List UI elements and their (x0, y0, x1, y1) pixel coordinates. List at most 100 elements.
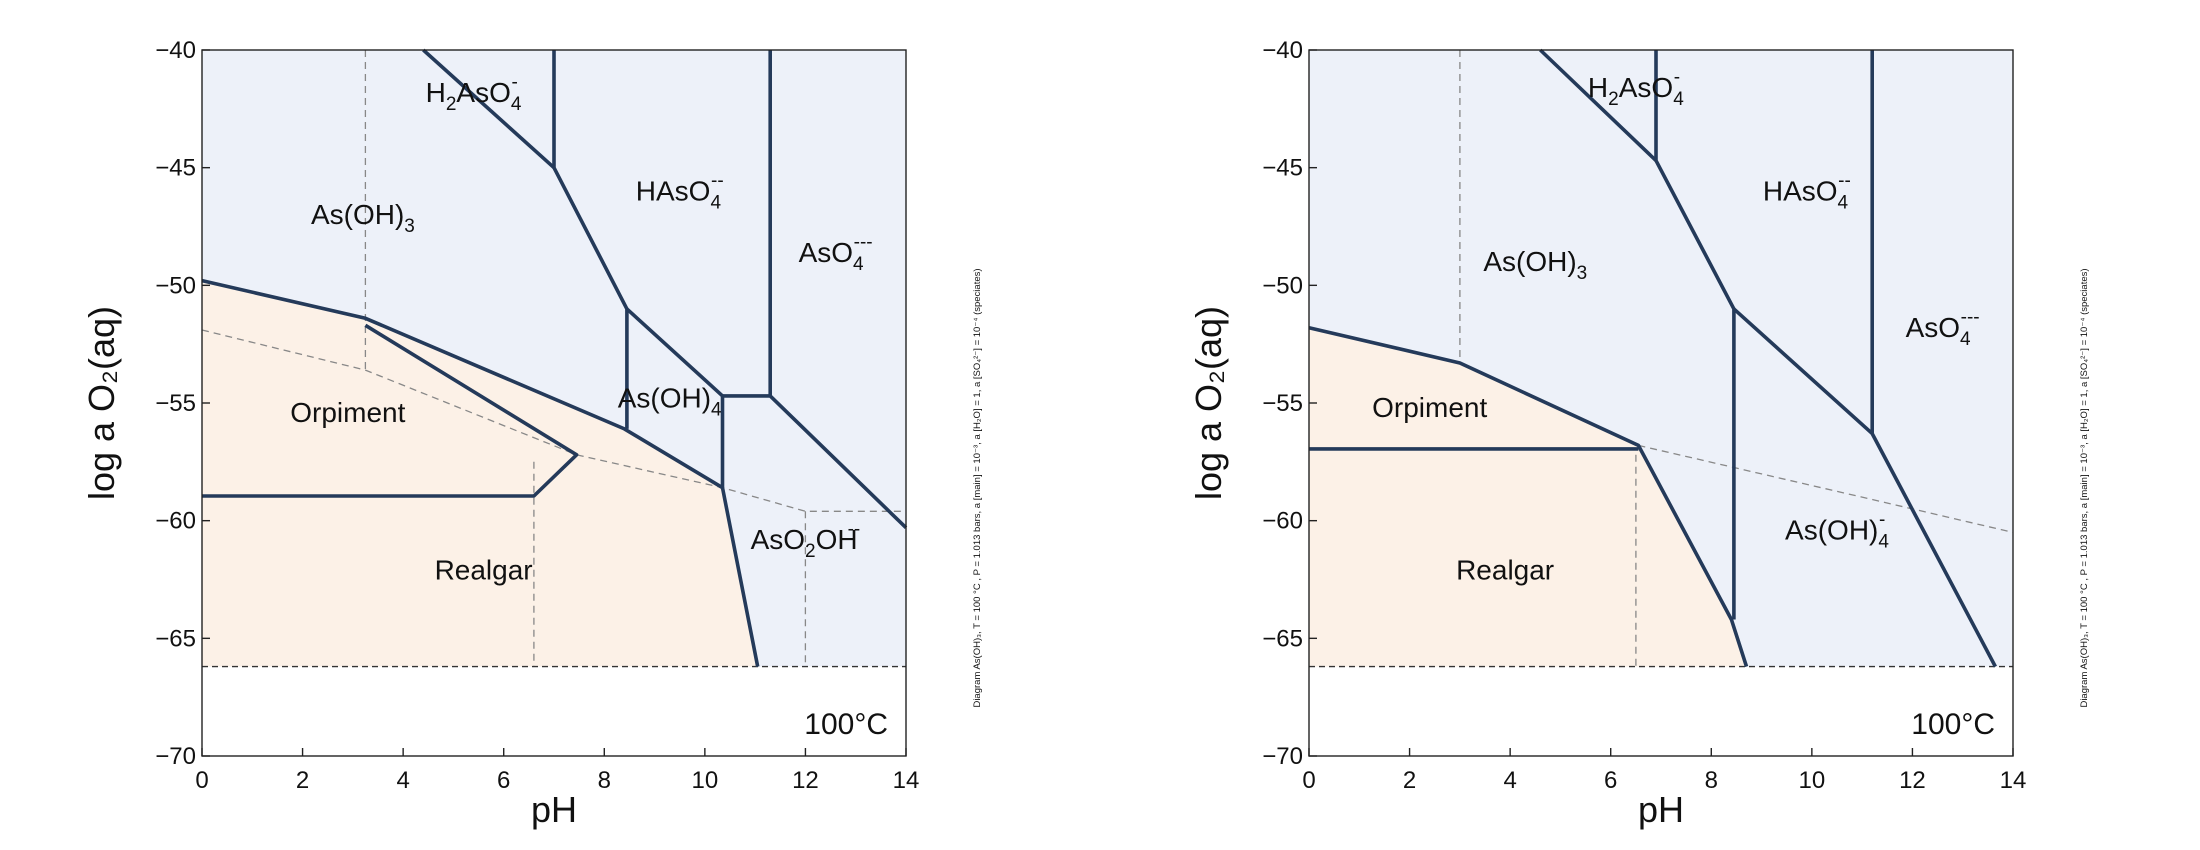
field-label: AsO4--- (799, 232, 873, 275)
field-label-part: OH (816, 524, 858, 555)
field-label-charge: --- (854, 232, 873, 253)
field-label-part: H (1588, 72, 1608, 103)
field-label-part: As(OH) (1785, 514, 1878, 545)
field-label: H2AsO4- (426, 72, 522, 115)
x-tick-label: 14 (893, 767, 920, 794)
x-tick-label: 2 (296, 767, 309, 794)
x-tick-label: 6 (1604, 767, 1617, 794)
x-tick-label: 0 (195, 767, 208, 794)
field-boundary-3 (1654, 50, 1736, 620)
field-label-charge: - (511, 72, 517, 93)
field-boundary-2 (422, 48, 556, 170)
y-axis-label: log a O₂(aq) (1188, 306, 1229, 500)
field-label: Orpiment (1372, 392, 1487, 423)
field-label-part: 4 (511, 94, 522, 115)
field-label-part: HAsO (1763, 176, 1838, 207)
field-label-part: 4 (711, 400, 722, 421)
field-label-part: 2 (446, 94, 457, 115)
x-axis-label: pH (1638, 789, 1684, 830)
field-label: As(OH)3 (311, 199, 415, 237)
y-tick-label: −50 (155, 272, 196, 299)
field-label-part: 2 (1608, 89, 1619, 110)
field-label-part: 4 (1673, 89, 1684, 110)
field-label-part: H (426, 77, 446, 108)
field-label-part: Realgar (435, 555, 533, 586)
field-label-part: Realgar (1456, 555, 1554, 586)
temperature-label: 100°C (1911, 708, 1995, 741)
field-label-part: AsO (1619, 72, 1673, 103)
field-label-part: 4 (853, 254, 864, 275)
field-boundary-0 (201, 278, 760, 667)
mineral-field-area (1309, 327, 1747, 667)
field-boundary-2 (1539, 48, 1658, 162)
field-label: As(OH)4- (1785, 509, 1889, 552)
field-label-part: 4 (1878, 531, 1889, 552)
field-label-part: AsO (751, 524, 805, 555)
field-label-charge: - (1879, 509, 1885, 530)
temperature-label: 100°C (804, 708, 888, 741)
field-label-part: 4 (1838, 193, 1849, 214)
field-label-part: AsO (799, 237, 853, 268)
x-tick-label: 12 (792, 767, 819, 794)
dashed-line-1 (1638, 444, 2014, 534)
field-label-charge: --- (1961, 307, 1980, 328)
diagram-panel-1: 0 2 4 6 8 10 12 14 −70 −65 −60 −55 −50 −45 −40 pH log a … (81, 37, 983, 830)
y-tick-label: −50 (1262, 272, 1303, 299)
field-label-part: AsO (456, 77, 510, 108)
x-tick-label: 4 (1503, 767, 1516, 794)
y-tick-label: −45 (155, 155, 196, 182)
field-label: HAsO4-- (636, 171, 724, 214)
field-label-charge: - (1674, 67, 1680, 88)
x-tick-label: 10 (1799, 767, 1826, 794)
field-label-part: 3 (404, 216, 415, 237)
field-label-part: Orpiment (290, 397, 405, 428)
field-label-part: HAsO (636, 176, 711, 207)
field-label-charge: -- (711, 171, 724, 192)
x-tick-label: 8 (1705, 767, 1718, 794)
field-label: HAsO4-- (1763, 171, 1851, 214)
field-label-part: As(OH) (311, 199, 404, 230)
mineral-field-area (202, 280, 758, 667)
diagram-conditions-note: Diagram As(OH)₃, T = 100 °C , P = 1.013 … (2079, 268, 2090, 707)
x-tick-label: 4 (396, 767, 409, 794)
y-tick-label: −65 (155, 625, 196, 652)
field-label-part: As(OH) (618, 383, 711, 414)
field-label: Orpiment (290, 397, 405, 428)
field-label: AsO2OH-- (751, 519, 861, 562)
field-boundary-0 (1308, 325, 1749, 668)
field-label: AsO4--- (1906, 307, 1980, 350)
field-label: As(OH)3 (1483, 246, 1587, 284)
x-tick-label: 8 (598, 767, 611, 794)
x-tick-label: 6 (497, 767, 510, 794)
y-tick-label: −60 (155, 508, 196, 535)
y-tick-label: −55 (1262, 390, 1303, 417)
field-label-part: 4 (710, 193, 721, 214)
field-boundary-1 (202, 323, 579, 498)
y-tick-label: −45 (1262, 155, 1303, 182)
field-label-part: 4 (1960, 329, 1971, 350)
field-label-charge: -- (848, 519, 861, 540)
y-tick-label: −55 (155, 390, 196, 417)
field-label: As(OH)4 (618, 383, 722, 421)
dashed-line-1 (201, 329, 906, 512)
x-tick-label: 2 (1403, 767, 1416, 794)
y-tick-label: −40 (1262, 37, 1303, 64)
diagram-panel-2: 0 2 4 6 8 10 12 14 −70 −65 −60 −55 −50 −45 −40 pH log a … (1188, 37, 2090, 830)
field-label-part: Orpiment (1372, 392, 1487, 423)
field-label: Realgar (435, 555, 533, 586)
y-tick-label: −65 (1262, 625, 1303, 652)
field-label: Realgar (1456, 555, 1554, 586)
field-label-part: 3 (1577, 263, 1588, 284)
y-tick-label: −40 (155, 37, 196, 64)
y-tick-label: −70 (1262, 743, 1303, 770)
field-boundary-3 (552, 50, 629, 429)
y-axis-label: log a O₂(aq) (81, 306, 122, 500)
y-tick-label: −60 (1262, 508, 1303, 535)
field-label-part: 2 (805, 541, 816, 562)
x-tick-label: 0 (1302, 767, 1315, 794)
y-tick-label: −70 (155, 743, 196, 770)
field-label-part: AsO (1906, 312, 1960, 343)
field-label-charge: -- (1838, 171, 1851, 192)
x-axis-label: pH (531, 789, 577, 830)
